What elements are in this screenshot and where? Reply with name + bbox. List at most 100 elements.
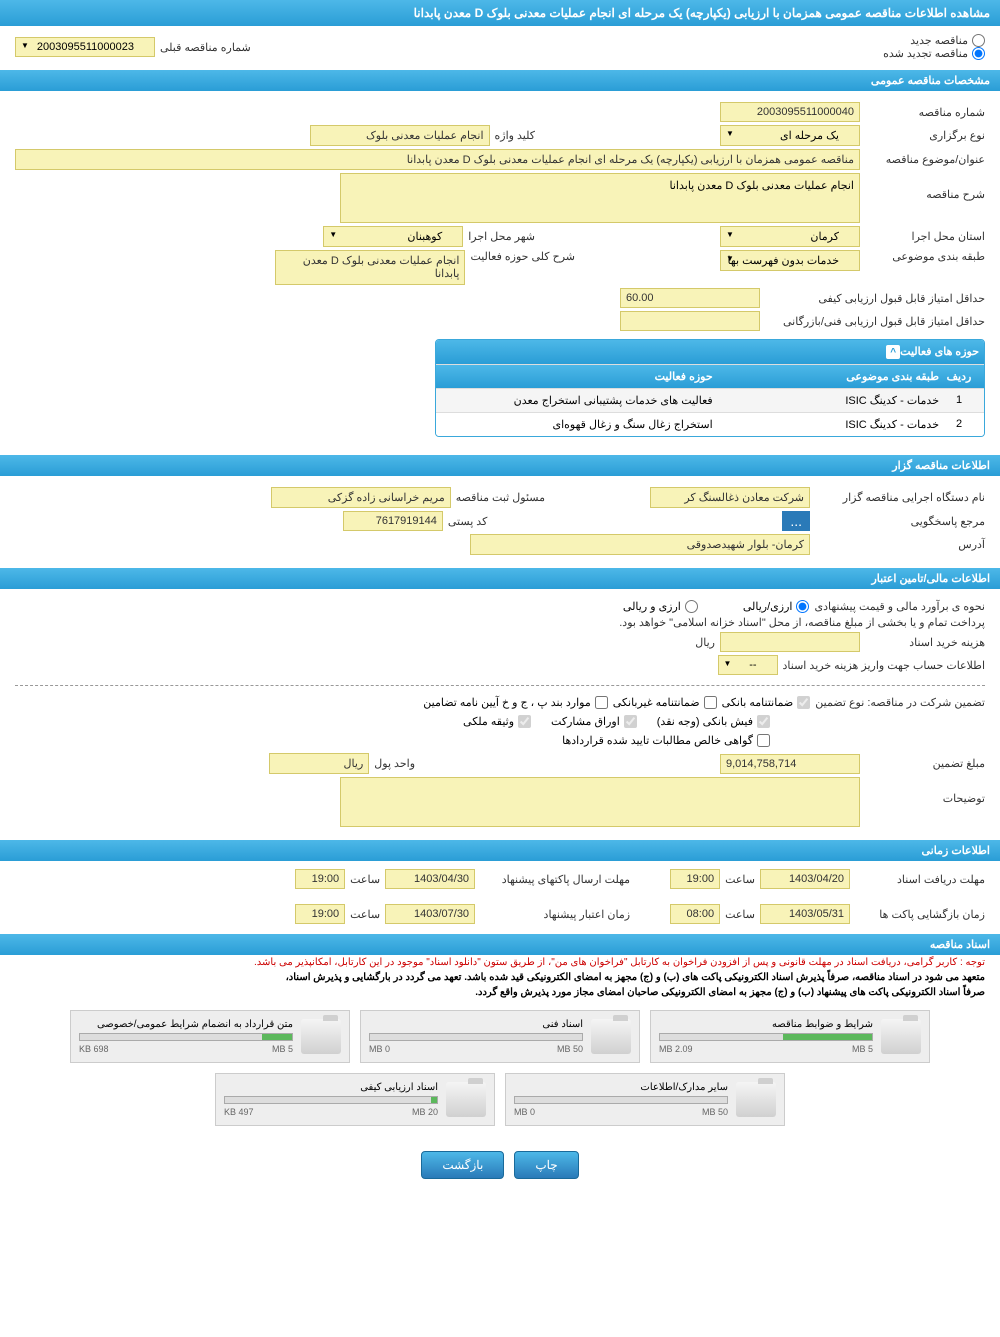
unit-label: واحد پول bbox=[374, 757, 415, 770]
prev-num-label: شماره مناقصه قبلی bbox=[160, 41, 251, 54]
nonbank-guarantee-cb[interactable]: ضمانتنامه غیربانکی bbox=[613, 696, 717, 709]
currency-label: ریال bbox=[695, 636, 715, 649]
bank-guarantee-cb[interactable]: ضمانتنامه بانکی bbox=[722, 696, 811, 709]
table-title: حوزه های فعالیت bbox=[900, 345, 979, 359]
registrar-label: مسئول ثبت مناقصه bbox=[456, 491, 545, 504]
notes-label: توضیحات bbox=[865, 777, 985, 805]
clause-guarantee-cb[interactable]: موارد بند پ ، ج و خ آیین نامه تضامین bbox=[423, 696, 607, 709]
rial-radio[interactable]: ارزی/ریالی bbox=[743, 600, 810, 613]
address-field: کرمان- بلوار شهیدصدوقی bbox=[470, 534, 810, 555]
renewed-tender-label: مناقصه تجدید شده bbox=[883, 47, 968, 60]
doc-box[interactable]: سایر مدارک/اطلاعات 50 MB0 MB bbox=[505, 1073, 785, 1126]
time-label-3: ساعت bbox=[725, 908, 755, 921]
notice-black-1: متعهد می شود در اسناد مناقصه، صرفاً پذیر… bbox=[0, 970, 1000, 985]
col-act-header: حوزه فعالیت bbox=[441, 370, 713, 383]
postal-field: 7617919144 bbox=[343, 511, 443, 531]
doc-cost-label: هزینه خرید اسناد bbox=[865, 636, 985, 649]
subject-label: عنوان/موضوع مناقصه bbox=[865, 153, 985, 166]
estimate-label: نحوه ی برآورد مالی و قیمت پیشنهادی bbox=[814, 600, 985, 613]
doc-cost-field bbox=[720, 632, 860, 652]
both-label: ارزی و ریالی bbox=[623, 600, 681, 613]
desc-field: انجام عملیات معدنی بلوک D معدن پابدانا bbox=[340, 173, 860, 223]
account-dropdown[interactable]: -- bbox=[718, 655, 778, 675]
tender-num-label: شماره مناقصه bbox=[865, 106, 985, 119]
both-radio[interactable]: ارزی و ریالی bbox=[623, 600, 698, 613]
type-dropdown[interactable]: یک مرحله ای bbox=[720, 125, 860, 146]
guarantee-label: تضمین شرکت در مناقصه: نوع تضمین bbox=[815, 696, 985, 709]
city-label: شهر محل اجرا bbox=[468, 230, 535, 243]
print-button[interactable]: چاپ bbox=[514, 1151, 578, 1179]
doc-box[interactable]: شرایط و ضوابط مناقصه 5 MB2.09 MB bbox=[650, 1010, 930, 1063]
province-dropdown[interactable]: کرمان bbox=[720, 226, 860, 247]
prev-num-dropdown[interactable]: 2003095511000023 bbox=[15, 37, 155, 57]
keyword-label: کلید واژه bbox=[495, 129, 535, 142]
new-tender-input[interactable] bbox=[972, 34, 985, 47]
doc-deadline-time: 19:00 bbox=[670, 869, 720, 889]
section-organizer: اطلاعات مناقصه گزار bbox=[0, 455, 1000, 476]
notice-red: توجه : کاربر گرامی، دریافت اسناد در مهلت… bbox=[0, 955, 1000, 970]
property-cb[interactable]: وثیقه ملکی bbox=[463, 715, 531, 728]
doc-box[interactable]: اسناد ارزیابی کیفی 20 MB497 KB bbox=[215, 1073, 495, 1126]
payment-note: پرداخت تمام و یا بخشی از مبلغ مناقصه، از… bbox=[15, 616, 985, 629]
section-general: مشخصات مناقصه عمومی bbox=[0, 70, 1000, 91]
doc-deadline-label: مهلت دریافت اسناد bbox=[855, 873, 985, 886]
bonds-cb[interactable]: اوراق مشارکت bbox=[551, 715, 637, 728]
exec-field: شرکت معادن ذغالسنگ کر bbox=[650, 487, 810, 508]
folder-icon bbox=[446, 1082, 486, 1117]
back-button[interactable]: بازگشت bbox=[421, 1151, 504, 1179]
new-tender-radio[interactable]: مناقصه جدید bbox=[251, 34, 985, 47]
category-label: طبقه بندی موضوعی bbox=[865, 250, 985, 263]
doc-box[interactable]: متن قرارداد به انضمام شرایط عمومی/خصوصی … bbox=[70, 1010, 350, 1063]
folder-icon bbox=[736, 1082, 776, 1117]
receivables-cb[interactable]: گواهی خالص مطالبات تایید شده قراردادها bbox=[562, 734, 770, 747]
receivables-label: گواهی خالص مطالبات تایید شده قراردادها bbox=[562, 734, 753, 747]
divider bbox=[15, 685, 985, 686]
min-score-field: 60.00 bbox=[620, 288, 760, 308]
activity-desc-field: انجام عملیات معدنی بلوک D معدن پابدانا bbox=[275, 250, 465, 285]
table-row: 1خدمات - کدینگ ISICفعالیت های خدمات پشتی… bbox=[436, 388, 984, 412]
notice-black-2: صرفاً اسناد الکترونیکی پاکت های پیشنهاد … bbox=[0, 985, 1000, 1000]
responder-label: مرجع پاسخگویی bbox=[815, 515, 985, 528]
desc-label: شرح مناقصه bbox=[865, 173, 985, 201]
folder-icon bbox=[301, 1019, 341, 1054]
renewed-tender-radio[interactable]: مناقصه تجدید شده bbox=[251, 47, 985, 60]
account-label: اطلاعات حساب جهت واریز هزینه خرید اسناد bbox=[783, 659, 985, 672]
time-label-4: ساعت bbox=[350, 908, 380, 921]
col-num-header: ردیف bbox=[939, 370, 979, 383]
min-tech-score-field bbox=[620, 311, 760, 331]
top-options: مناقصه جدید مناقصه تجدید شده شماره مناقص… bbox=[0, 26, 1000, 68]
docs-container: شرایط و ضوابط مناقصه 5 MB2.09 MB اسناد ف… bbox=[0, 1000, 1000, 1136]
validity-label: زمان اعتبار پیشنهاد bbox=[480, 908, 630, 921]
folder-icon bbox=[591, 1019, 631, 1054]
bonds-label: اوراق مشارکت bbox=[551, 715, 620, 728]
both-input[interactable] bbox=[685, 600, 698, 613]
doc-deadline-date: 1403/04/20 bbox=[760, 869, 850, 889]
renewed-tender-input[interactable] bbox=[972, 47, 985, 60]
validity-date: 1403/07/30 bbox=[385, 904, 475, 924]
bank-receipt-cb[interactable]: فیش بانکی (وجه نقد) bbox=[657, 715, 770, 728]
col-cat-header: طبقه بندی موضوعی bbox=[713, 370, 939, 383]
min-score-label: حداقل امتیاز قابل قبول ارزیابی کیفی bbox=[765, 292, 985, 305]
unit-field: ریال bbox=[269, 753, 369, 774]
property-label: وثیقه ملکی bbox=[463, 715, 514, 728]
responder-button[interactable]: ... bbox=[782, 511, 810, 531]
open-date-label: زمان بازگشایی پاکت ها bbox=[855, 908, 985, 921]
activity-table: حوزه های فعالیت ^ ردیف طبقه بندی موضوعی … bbox=[435, 339, 985, 437]
doc-box[interactable]: اسناد فنی 50 MB0 MB bbox=[360, 1010, 640, 1063]
bank-guarantee-label: ضمانتنامه بانکی bbox=[722, 696, 794, 709]
validity-time: 19:00 bbox=[295, 904, 345, 924]
open-time: 08:00 bbox=[670, 904, 720, 924]
tender-num-field: 2003095511000040 bbox=[720, 102, 860, 122]
category-dropdown[interactable]: خدمات بدون فهرست بها bbox=[720, 250, 860, 271]
min-tech-score-label: حداقل امتیاز قابل قبول ارزیابی فنی/بازرگ… bbox=[765, 315, 985, 328]
collapse-icon[interactable]: ^ bbox=[886, 345, 900, 359]
rial-input[interactable] bbox=[796, 600, 809, 613]
address-label: آدرس bbox=[815, 538, 985, 551]
activity-desc-label: شرح کلی حوزه فعالیت bbox=[470, 250, 575, 263]
send-deadline-time: 19:00 bbox=[295, 869, 345, 889]
folder-icon bbox=[881, 1019, 921, 1054]
city-dropdown[interactable]: کوهبنان bbox=[323, 226, 463, 247]
section-financial: اطلاعات مالی/تامین اعتبار bbox=[0, 568, 1000, 589]
time-label-1: ساعت bbox=[725, 873, 755, 886]
subject-field: مناقصه عمومی همزمان با ارزیابی (یکپارچه)… bbox=[15, 149, 860, 170]
